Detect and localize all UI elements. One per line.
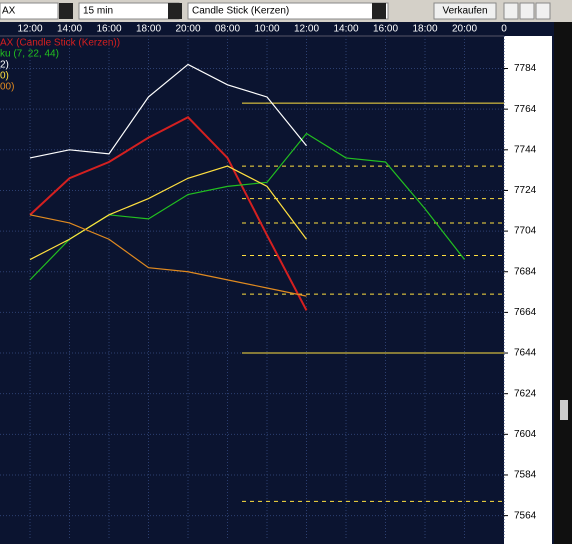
interval: 15 min	[83, 6, 113, 17]
x-tick-label: 20:00	[452, 24, 477, 35]
x-tick-label: 14:00	[333, 24, 358, 35]
tool-button[interactable]	[503, 2, 519, 20]
y-tick-label: 7744	[514, 144, 537, 155]
series-line	[29, 214, 307, 297]
tool-button[interactable]	[519, 2, 535, 20]
chart-style: Candle Stick (Kerzen)	[192, 6, 289, 17]
legend-entry: 00)	[0, 82, 14, 93]
x-tick-label: 16:00	[373, 24, 398, 35]
x-tick-label: 10:00	[254, 24, 279, 35]
symbol-field[interactable]	[0, 2, 59, 20]
x-tick-label: 08:00	[215, 24, 240, 35]
x-tick-label: 18:00	[136, 24, 161, 35]
legend-entry: 0)	[0, 71, 9, 82]
dropdown-arrow[interactable]	[372, 3, 386, 19]
legend-entry: 2)	[0, 60, 9, 71]
y-tick-label: 7604	[514, 429, 537, 440]
x-tick-label: 12:00	[17, 24, 42, 35]
dropdown-arrow[interactable]	[168, 3, 182, 19]
scroll-thumb[interactable]	[560, 400, 568, 420]
y-tick-label: 7564	[514, 510, 537, 521]
y-tick-label: 7684	[514, 266, 537, 277]
legend-entry: AX (Candle Stick (Kerzen))	[0, 38, 120, 49]
series-line	[29, 165, 307, 261]
x-tick-label: 18:00	[412, 24, 437, 35]
y-tick-label: 7644	[514, 348, 537, 359]
x-tick-label: 16:00	[96, 24, 121, 35]
dropdown-arrow[interactable]	[59, 3, 73, 19]
price-axis	[504, 36, 552, 544]
series-line	[29, 63, 307, 159]
y-tick-label: 7704	[514, 226, 537, 237]
tool-button[interactable]	[535, 2, 551, 20]
x-tick-label: 0	[501, 24, 507, 35]
y-tick-label: 7624	[514, 388, 537, 399]
sell-label: Verkaufen	[442, 6, 487, 17]
symbol: AX	[2, 6, 16, 17]
scrollbar[interactable]	[554, 22, 572, 544]
y-tick-label: 7724	[514, 185, 537, 196]
x-tick-label: 20:00	[175, 24, 200, 35]
y-tick-label: 7664	[514, 307, 537, 318]
x-tick-label: 12:00	[294, 24, 319, 35]
x-tick-label: 14:00	[57, 24, 82, 35]
style-field[interactable]	[187, 2, 389, 20]
y-tick-label: 7764	[514, 104, 537, 115]
series-line	[29, 116, 308, 311]
legend-entry: ku (7, 22, 44)	[0, 49, 59, 60]
y-tick-label: 7584	[514, 470, 537, 481]
sell-button[interactable]	[433, 2, 497, 20]
y-tick-label: 7784	[514, 63, 537, 74]
